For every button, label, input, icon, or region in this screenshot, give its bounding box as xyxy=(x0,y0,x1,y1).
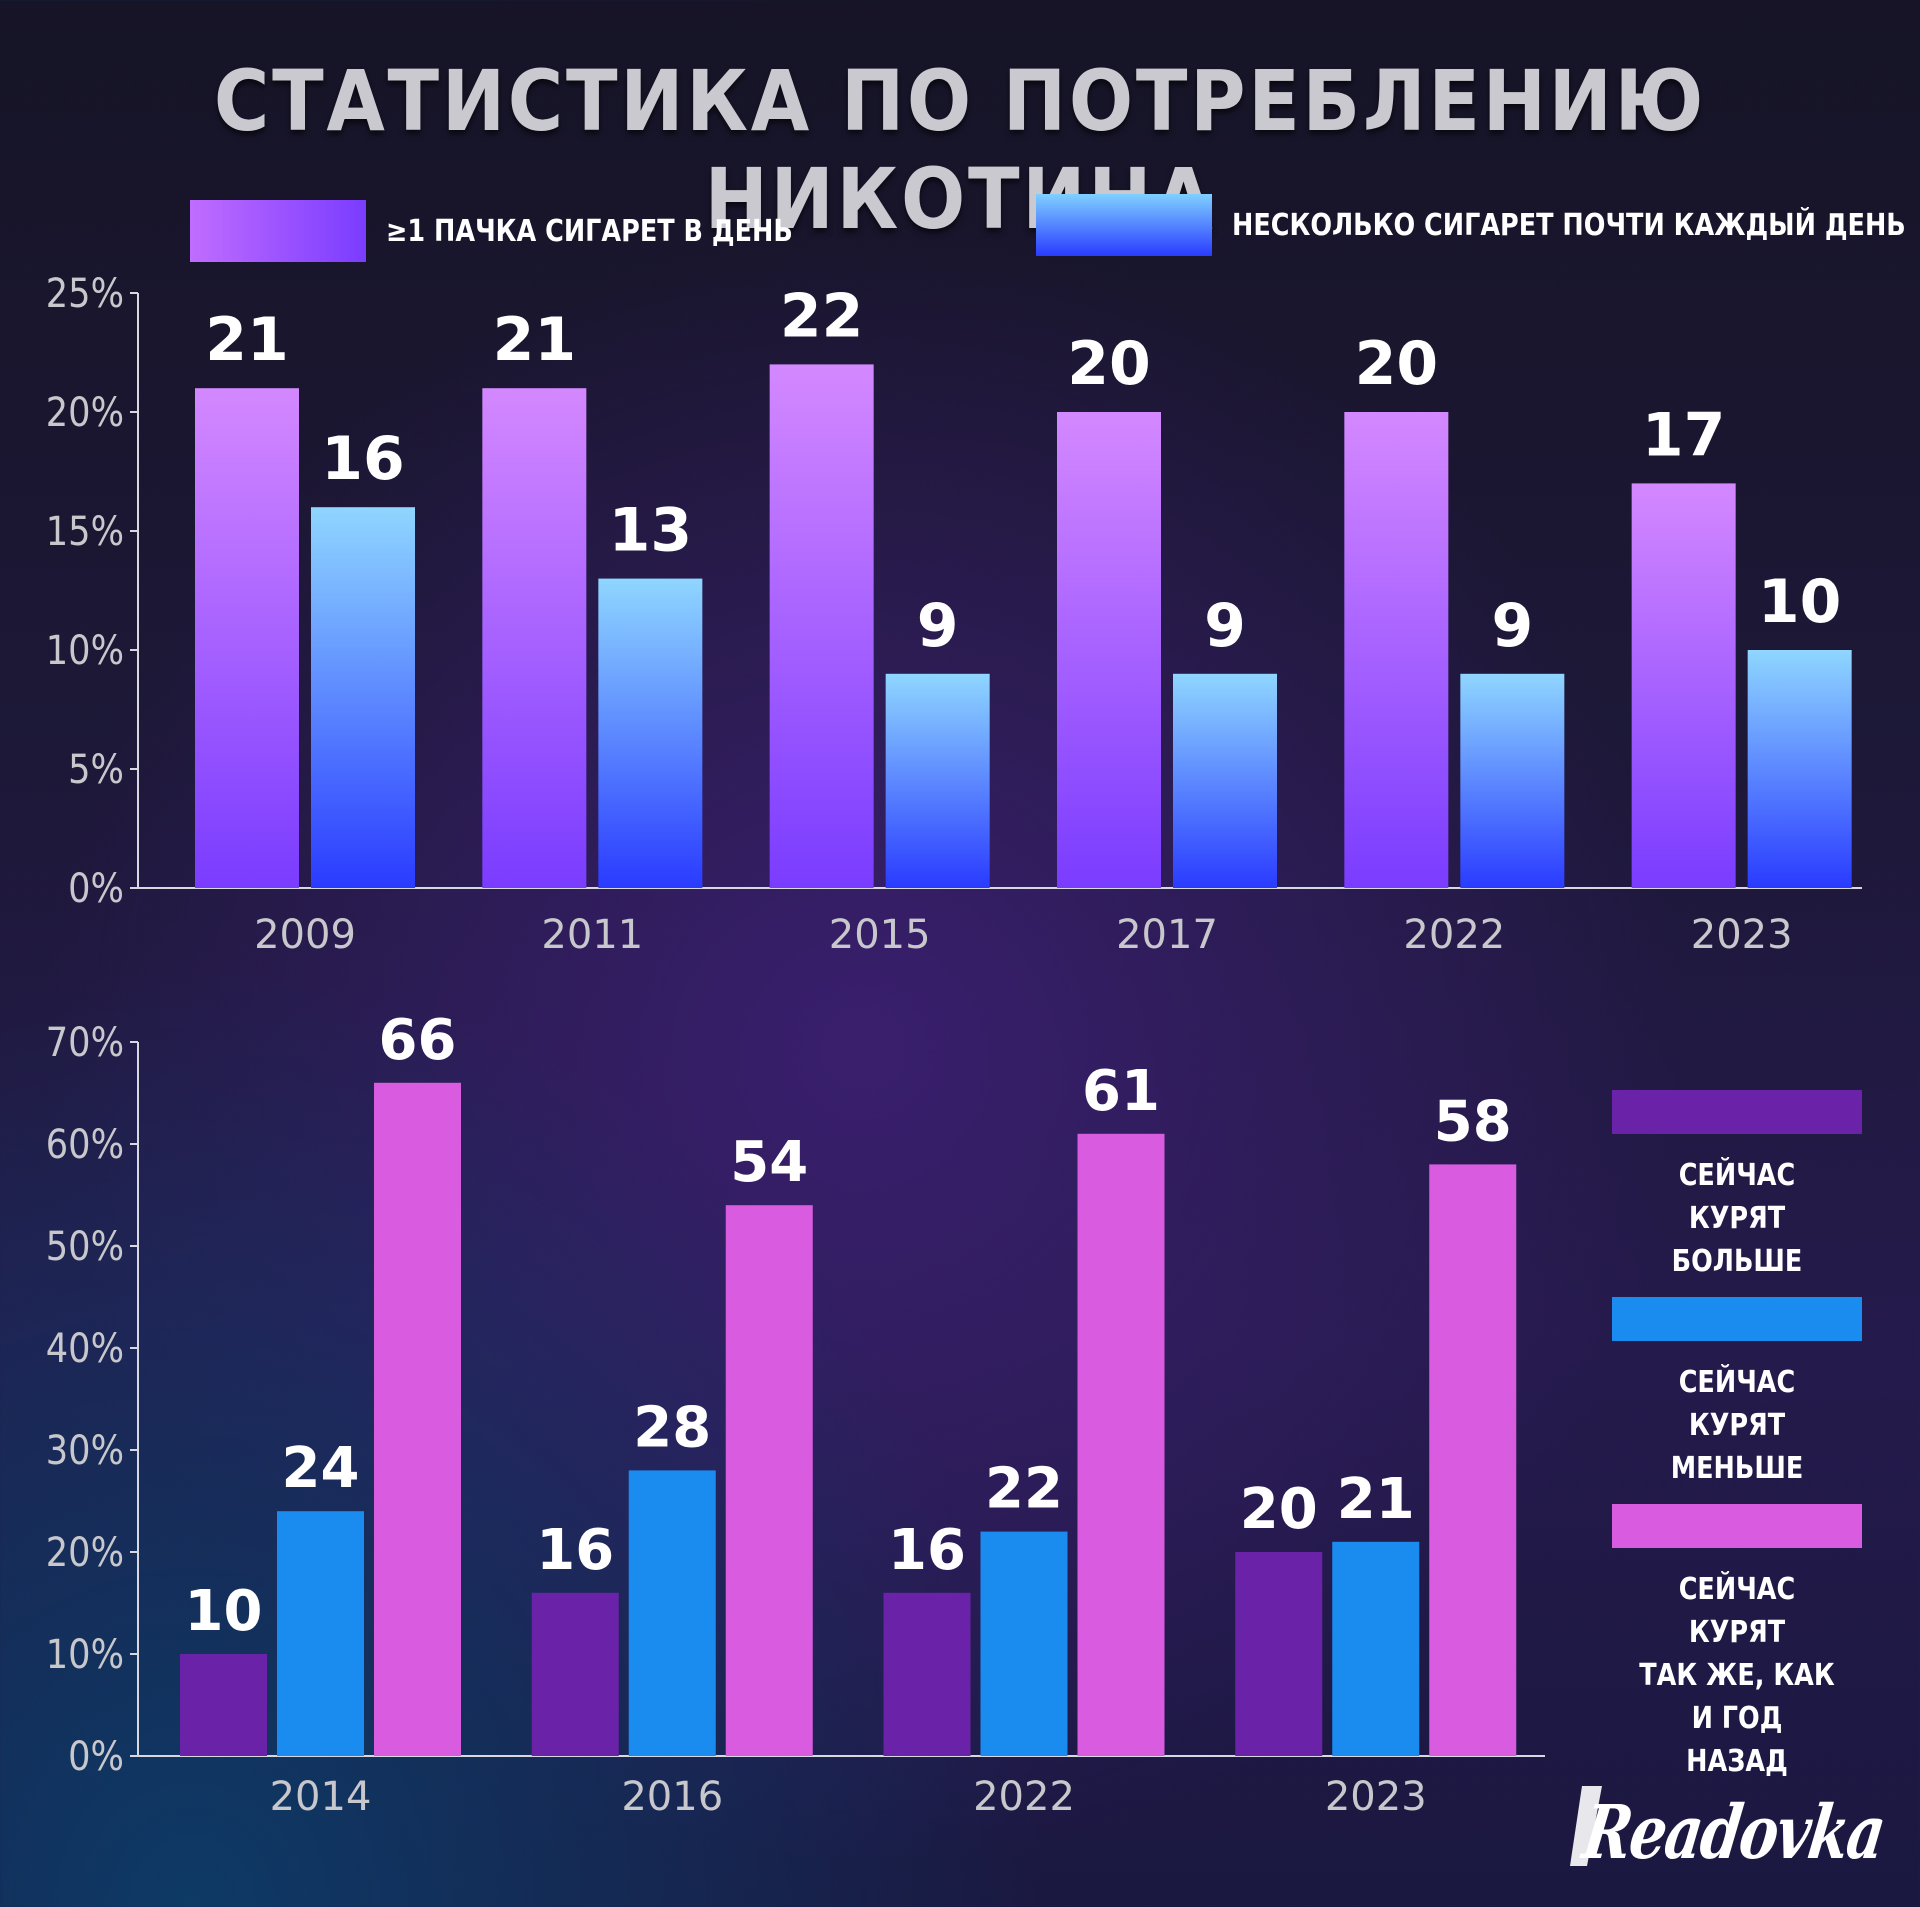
y-tick-label: 0% xyxy=(68,1733,124,1780)
chart-smoking-change: 0% 10% 20% 30% 40% 50% 60% 70% 10 24 66 2014 16 28 54 2… xyxy=(46,1008,1545,1820)
y-tick-label: 10% xyxy=(46,1631,124,1678)
bar-pack xyxy=(195,388,299,888)
legend-swatch-several xyxy=(1036,194,1212,256)
value-label: 58 xyxy=(1434,1089,1512,1154)
value-label: 21 xyxy=(1337,1467,1415,1532)
bar-pack xyxy=(1344,412,1449,888)
value-label: 66 xyxy=(379,1008,457,1073)
value-label: 13 xyxy=(609,496,693,566)
bar-several xyxy=(1747,650,1852,888)
y-tick-label: 0% xyxy=(68,865,124,912)
legend-item-less: СЕЙЧАС КУРЯТ МЕНЬШЕ xyxy=(1612,1297,1862,1490)
legend-label-more: СЕЙЧАС КУРЯТ БОЛЬШЕ xyxy=(1671,1158,1803,1279)
value-label: 61 xyxy=(1082,1059,1160,1124)
x-tick-label: 2023 xyxy=(1691,912,1793,958)
value-label: 22 xyxy=(780,281,864,351)
legend-item-several: НЕСКОЛЬКО СИГАРЕТ ПОЧТИ КАЖДЫЙ ДЕНЬ xyxy=(1036,194,1920,256)
chart-nicotine-daily: 0% 5% 10% 15% 20% 25% 21 16 2009 21 13 2011 22 9 2015 2… xyxy=(46,270,1862,958)
value-label: 20 xyxy=(1240,1477,1318,1542)
value-label: 54 xyxy=(730,1130,808,1195)
bar-more xyxy=(531,1592,619,1756)
legend-label-several: НЕСКОЛЬКО СИГАРЕТ ПОЧТИ КАЖДЫЙ ДЕНЬ xyxy=(1232,207,1906,243)
bar-same xyxy=(374,1082,461,1756)
x-tick-label: 2017 xyxy=(1116,912,1218,958)
bar-more xyxy=(1235,1552,1323,1756)
y-tick-label: 15% xyxy=(46,508,124,555)
y-tick-label: 60% xyxy=(46,1121,124,1168)
bar-more xyxy=(180,1654,267,1756)
readovka-logo-icon xyxy=(1570,1786,1602,1866)
bar-less xyxy=(980,1531,1068,1756)
x-tick-label: 2014 xyxy=(270,1774,372,1820)
x-tick-label: 2011 xyxy=(541,912,643,958)
y-tick-label: 50% xyxy=(46,1223,124,1270)
legend-swatch-same xyxy=(1612,1504,1862,1548)
value-label: 20 xyxy=(1355,329,1439,399)
x-tick-label: 2009 xyxy=(254,912,356,958)
legend-swatch-more xyxy=(1612,1090,1862,1134)
value-label: 22 xyxy=(985,1457,1063,1522)
value-label: 16 xyxy=(321,424,405,494)
bar-pack xyxy=(1057,412,1161,888)
bar-several xyxy=(1173,673,1277,888)
y-tick-label: 10% xyxy=(46,627,124,674)
value-label: 16 xyxy=(536,1518,614,1583)
bar-same xyxy=(1077,1133,1165,1756)
bar-pack xyxy=(1631,483,1736,888)
bar-more xyxy=(883,1592,971,1756)
x-tick-label: 2022 xyxy=(973,1774,1075,1820)
legend-label-same: СЕЙЧАС КУРЯТ ТАК ЖЕ, КАК И ГОД НАЗАД xyxy=(1639,1572,1835,1779)
bar-less xyxy=(628,1470,716,1756)
bar-several xyxy=(1460,673,1565,888)
bar-several xyxy=(885,673,990,888)
bar-same xyxy=(1429,1164,1517,1756)
y-tick-label: 40% xyxy=(46,1325,124,1372)
bar-pack xyxy=(482,388,587,888)
y-tick-label: 20% xyxy=(46,1529,124,1576)
bar-pack xyxy=(769,364,874,888)
bar-several xyxy=(311,507,415,888)
y-tick-label: 5% xyxy=(68,746,124,793)
value-label: 17 xyxy=(1642,400,1726,470)
legend-label-less: СЕЙЧАС КУРЯТ МЕНЬШЕ xyxy=(1670,1365,1804,1486)
value-label: 9 xyxy=(917,591,959,661)
value-label: 28 xyxy=(633,1395,711,1460)
legend-label-pack: ≥1 ПАЧКА СИГАРЕТ В ДЕНЬ xyxy=(386,213,793,249)
legend-item-more: СЕЙЧАС КУРЯТ БОЛЬШЕ xyxy=(1612,1090,1862,1283)
legend-item-pack: ≥1 ПАЧКА СИГАРЕТ В ДЕНЬ xyxy=(190,200,865,262)
x-tick-label: 2022 xyxy=(1403,912,1505,958)
value-label: 21 xyxy=(493,305,577,375)
x-tick-label: 2015 xyxy=(829,912,931,958)
value-label: 10 xyxy=(1758,567,1842,637)
x-tick-label: 2016 xyxy=(621,1774,723,1820)
value-label: 10 xyxy=(185,1579,263,1644)
y-tick-label: 20% xyxy=(46,389,124,436)
legend-swatch-pack xyxy=(190,200,366,262)
value-label: 16 xyxy=(888,1518,966,1583)
value-label: 9 xyxy=(1491,591,1533,661)
value-label: 20 xyxy=(1067,329,1151,399)
value-label: 21 xyxy=(205,305,289,375)
value-label: 9 xyxy=(1204,591,1246,661)
bar-less xyxy=(1332,1541,1420,1756)
bar-same xyxy=(725,1205,813,1756)
y-tick-label: 25% xyxy=(46,270,124,317)
y-tick-label: 70% xyxy=(46,1019,124,1066)
x-tick-label: 2023 xyxy=(1325,1774,1427,1820)
y-tick-label: 30% xyxy=(46,1427,124,1474)
value-label: 24 xyxy=(282,1436,360,1501)
bar-less xyxy=(277,1511,364,1756)
legend-swatch-less xyxy=(1612,1297,1862,1341)
bar-several xyxy=(598,578,703,888)
brand-logo-text: Readovka xyxy=(1577,1790,1890,1876)
legend-item-same: СЕЙЧАС КУРЯТ ТАК ЖЕ, КАК И ГОД НАЗАД xyxy=(1612,1504,1862,1783)
